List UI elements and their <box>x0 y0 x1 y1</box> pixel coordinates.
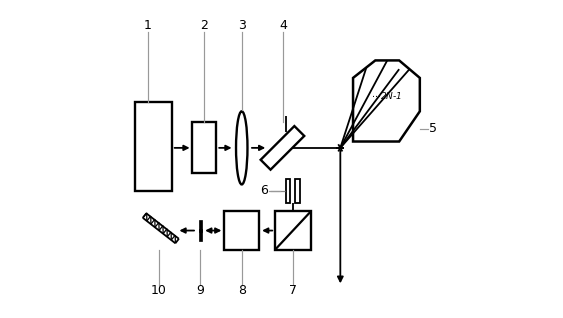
Text: $\cdots$2N-1: $\cdots$2N-1 <box>370 90 401 101</box>
Text: 9: 9 <box>196 285 204 297</box>
Bar <box>199 220 202 232</box>
Text: 8: 8 <box>238 285 246 297</box>
Bar <box>135 102 172 191</box>
Text: 4: 4 <box>279 19 287 32</box>
Text: 2: 2 <box>200 19 208 32</box>
Text: 3: 3 <box>238 19 245 32</box>
Text: 10: 10 <box>151 285 167 297</box>
Text: 1: 1 <box>144 19 152 32</box>
Bar <box>199 229 202 241</box>
Text: 7: 7 <box>289 285 297 297</box>
Bar <box>275 211 311 250</box>
Bar <box>193 122 216 173</box>
Text: 5: 5 <box>428 122 436 135</box>
Bar <box>224 211 259 250</box>
Text: 6: 6 <box>260 184 268 197</box>
